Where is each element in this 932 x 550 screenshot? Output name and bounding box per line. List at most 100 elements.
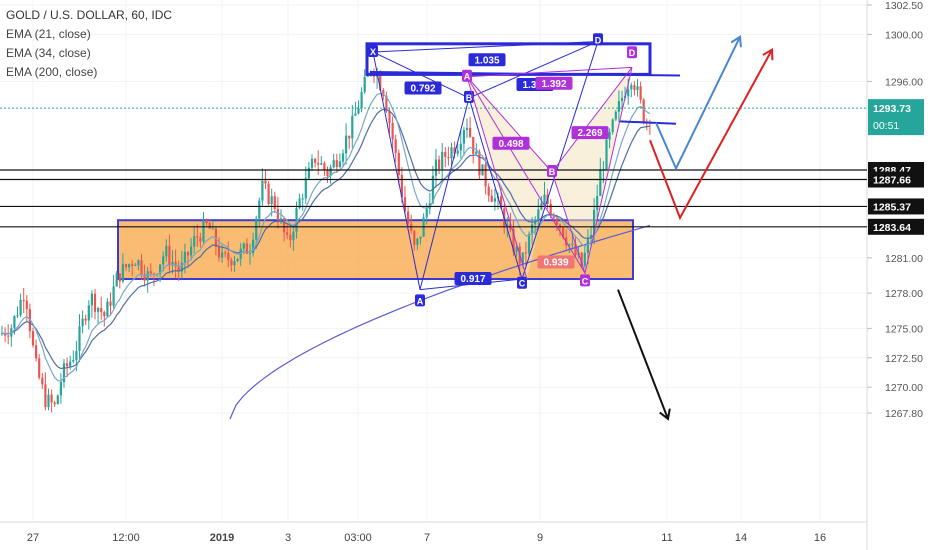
candle-body [242, 243, 245, 249]
candle-body [552, 214, 555, 219]
candle-body [264, 180, 267, 184]
candle-body [357, 108, 360, 114]
candle-body [93, 293, 97, 312]
candle-body [397, 152, 400, 176]
candle-body [304, 178, 307, 199]
blue-xd-line [372, 40, 599, 53]
candle-body [66, 363, 69, 367]
candle-body [620, 97, 624, 101]
candle-body [19, 300, 22, 316]
candle-body [434, 159, 438, 176]
candle-body [41, 377, 44, 385]
candle-body [295, 208, 298, 232]
candle-body [75, 350, 78, 360]
candle-body [72, 359, 75, 362]
candle-body [307, 167, 310, 179]
candle-body [190, 246, 193, 256]
price-tick-label: 1275.00 [885, 323, 923, 335]
ema-21-legend[interactable]: EMA (21, close) [6, 27, 91, 41]
candle-body [97, 308, 100, 312]
candle-body [273, 196, 276, 209]
ema-200-legend[interactable]: EMA (200, close) [6, 65, 98, 79]
candle-body [589, 234, 593, 239]
candle-body [149, 271, 152, 274]
candle-body [627, 89, 630, 97]
black-projection-arrow[interactable] [617, 289, 669, 420]
candle-body [593, 209, 596, 235]
candle-body [236, 258, 239, 262]
candle-body [385, 95, 388, 112]
candle-body [605, 139, 608, 170]
level-label: 1287.66 [873, 175, 911, 187]
price-tick-label: 1302.50 [885, 0, 923, 12]
candle-body [345, 135, 348, 154]
candle-body [174, 261, 177, 267]
candle-body [465, 127, 469, 130]
ema-34-legend[interactable]: EMA (34, close) [6, 46, 91, 60]
candle-body [596, 195, 599, 210]
price-tick-label: 1267.80 [885, 408, 923, 420]
candle-body [416, 238, 419, 245]
candle-body [146, 271, 149, 281]
purple-ratio-label-bg [492, 136, 530, 150]
candle-body [112, 286, 115, 306]
red-projection-arrow-head [762, 47, 774, 61]
current-price-badge [868, 99, 924, 136]
candle-body [450, 147, 453, 159]
candle-body [289, 234, 292, 241]
demand-zone-box[interactable] [117, 219, 634, 281]
red-projection-arrow[interactable] [649, 49, 773, 221]
candle-body [208, 223, 211, 229]
purple-point-a: A [464, 72, 471, 82]
candle-body [493, 198, 496, 202]
time-tick-label: 12:00 [112, 532, 140, 544]
candle-body [183, 251, 186, 263]
candle-body [140, 260, 143, 275]
candle-body [639, 86, 642, 100]
candle-body [472, 136, 475, 154]
candle-body [128, 264, 131, 268]
symbol-title[interactable]: GOLD / U.S. DOLLAR, 60, IDC [6, 8, 173, 22]
candle-body [270, 196, 273, 205]
candle-body [106, 301, 109, 317]
blue-point-b-bg [464, 90, 474, 103]
purple-harmonic-pattern[interactable]: A B C D 0.498 2.269 0.939 1.392 [462, 46, 637, 287]
candle-body [527, 234, 531, 254]
purple-ratio-label: 0.498 [498, 139, 523, 150]
candle-body [403, 197, 407, 212]
blue-ratio-label: 1.336 [522, 80, 547, 91]
candle-body [168, 246, 171, 265]
candle-body [425, 208, 428, 218]
ema-21-line [1, 92, 651, 382]
horizontal-levels [0, 169, 867, 228]
candle-body [202, 220, 205, 242]
blue-ratio-label: 1.035 [474, 55, 499, 66]
candle-body [230, 259, 233, 266]
candle-body [580, 252, 583, 266]
candle-body [537, 209, 540, 221]
candle-body [391, 123, 394, 140]
candle-body [301, 198, 304, 200]
time-tick-label: 27 [27, 532, 39, 544]
candle-body [360, 92, 363, 109]
candle-body [7, 335, 10, 337]
black-projection-arrow-head [659, 408, 671, 421]
candle-body [159, 264, 162, 275]
candle-body [407, 211, 410, 224]
blue-point-c: C [519, 279, 526, 289]
candle-body [267, 183, 270, 205]
candle-body [562, 227, 565, 238]
time-tick-label: 03:00 [344, 532, 372, 544]
candle-body [447, 156, 450, 159]
support-line[interactable] [619, 120, 677, 125]
candle-body [227, 253, 230, 260]
blue-point-b: B [466, 93, 473, 103]
price-tick-label: 1278.00 [885, 288, 923, 300]
time-tick-label: 3 [285, 532, 291, 544]
candle-body [53, 402, 56, 405]
candle-body [642, 99, 645, 123]
blue-projection-arrow[interactable] [655, 36, 741, 171]
projection-arrows[interactable] [617, 35, 774, 421]
blue-ratio-label-bg [468, 53, 506, 67]
